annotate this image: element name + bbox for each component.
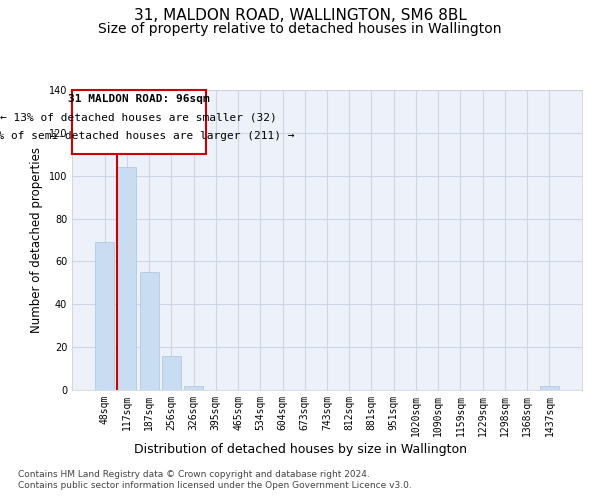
Text: 31, MALDON ROAD, WALLINGTON, SM6 8BL: 31, MALDON ROAD, WALLINGTON, SM6 8BL <box>134 8 466 22</box>
Text: Contains public sector information licensed under the Open Government Licence v3: Contains public sector information licen… <box>18 481 412 490</box>
Text: Size of property relative to detached houses in Wallington: Size of property relative to detached ho… <box>98 22 502 36</box>
Bar <box>184 386 203 390</box>
Text: 86% of semi-detached houses are larger (211) →: 86% of semi-detached houses are larger (… <box>0 130 294 140</box>
Bar <box>162 356 181 390</box>
Bar <box>140 272 158 390</box>
Text: ← 13% of detached houses are smaller (32): ← 13% of detached houses are smaller (32… <box>1 112 277 122</box>
Y-axis label: Number of detached properties: Number of detached properties <box>30 147 43 333</box>
Bar <box>540 386 559 390</box>
Bar <box>118 167 136 390</box>
Bar <box>95 242 114 390</box>
Text: Contains HM Land Registry data © Crown copyright and database right 2024.: Contains HM Land Registry data © Crown c… <box>18 470 370 479</box>
Text: 31 MALDON ROAD: 96sqm: 31 MALDON ROAD: 96sqm <box>68 94 209 104</box>
Text: Distribution of detached houses by size in Wallington: Distribution of detached houses by size … <box>133 442 467 456</box>
